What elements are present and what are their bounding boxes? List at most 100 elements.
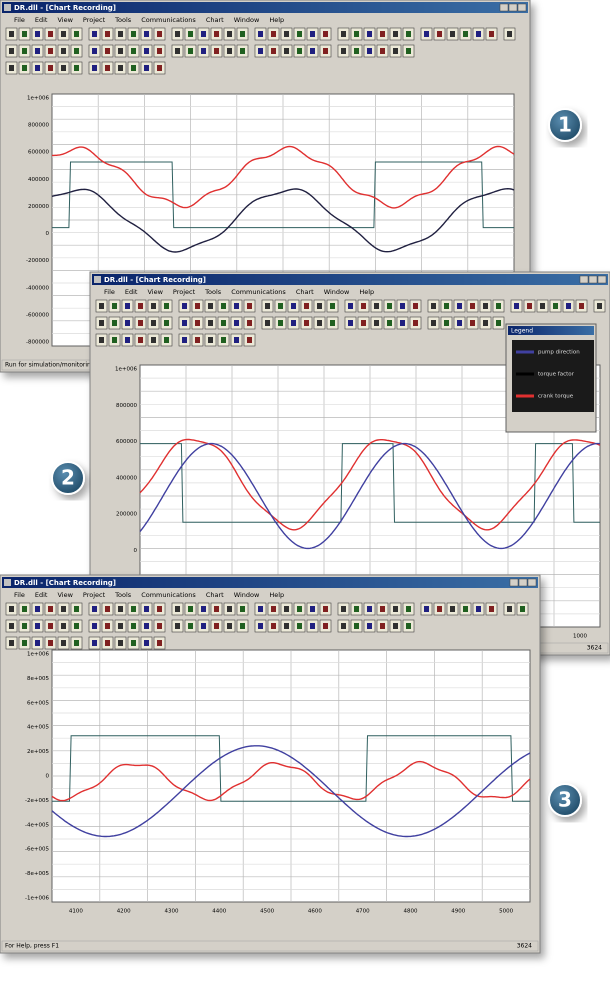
window-control[interactable] <box>519 579 527 586</box>
toolbar-icon <box>201 48 206 54</box>
toolbar-icon <box>284 606 289 612</box>
toolbar-icon <box>9 48 14 54</box>
toolbar-icon <box>393 48 398 54</box>
toolbar-icon <box>74 606 79 612</box>
menu-item[interactable]: Help <box>269 16 284 24</box>
toolbar-icon <box>496 320 501 326</box>
toolbar-icon <box>330 303 335 309</box>
toolbar-icon <box>367 31 372 37</box>
window-title: DR.dll - [Chart Recording] <box>14 4 116 12</box>
menu-item[interactable]: Help <box>269 591 284 599</box>
menu-item[interactable]: Edit <box>35 591 48 599</box>
toolbar-icon <box>131 606 136 612</box>
window-control[interactable] <box>500 4 508 11</box>
toolbar-icon <box>125 320 130 326</box>
menu-item[interactable]: Help <box>359 288 374 296</box>
legend-label: pump direction <box>538 350 580 356</box>
toolbar-icon <box>489 31 494 37</box>
window-control[interactable] <box>510 579 518 586</box>
menu-item[interactable]: Project <box>83 16 106 24</box>
toolbar-icon <box>188 48 193 54</box>
y-tick-label: 800000 <box>28 123 49 129</box>
menu-item[interactable]: View <box>57 16 73 24</box>
toolbar-icon <box>323 623 328 629</box>
toolbar-icon <box>258 48 263 54</box>
y-tick-label: 1e+006 <box>115 367 137 373</box>
window-control[interactable] <box>598 276 606 283</box>
window-control[interactable] <box>509 4 517 11</box>
toolbar-icon <box>201 31 206 37</box>
status-text: Run for simulation/monitoring <box>5 362 95 369</box>
toolbar-icon <box>118 623 123 629</box>
menu-item[interactable]: Project <box>173 288 196 296</box>
toolbar-icon <box>9 65 14 71</box>
menu-item[interactable]: Chart <box>206 591 224 599</box>
menu-item[interactable]: Tools <box>204 288 222 296</box>
menu-item[interactable]: Tools <box>114 591 132 599</box>
toolbar-icon <box>157 65 162 71</box>
toolbar-icon <box>227 48 232 54</box>
y-tick-label: -1e+006 <box>25 896 49 902</box>
y-tick-label: 400000 <box>116 475 137 481</box>
menu-item[interactable]: Window <box>234 591 260 599</box>
toolbar-icon <box>175 31 180 37</box>
toolbar-icon <box>247 337 252 343</box>
menu-item[interactable]: Chart <box>296 288 314 296</box>
toolbar-icon <box>367 623 372 629</box>
toolbar-icon <box>118 640 123 646</box>
toolbar-icon <box>476 606 481 612</box>
toolbar-icon <box>271 48 276 54</box>
window-control[interactable] <box>518 4 526 11</box>
toolbar-icon <box>105 623 110 629</box>
toolbar-icon <box>175 48 180 54</box>
toolbar-icon <box>380 606 385 612</box>
toolbar-icon <box>247 303 252 309</box>
toolbar-icon <box>9 31 14 37</box>
window-control[interactable] <box>528 579 536 586</box>
y-tick-label: 600000 <box>28 150 49 156</box>
menu-item[interactable]: File <box>104 288 115 296</box>
menu-item[interactable]: Chart <box>206 16 224 24</box>
menu-item[interactable]: View <box>147 288 163 296</box>
window-title: DR.dll - [Chart Recording] <box>104 276 206 284</box>
toolbar-icon <box>105 640 110 646</box>
menu-item[interactable]: Window <box>234 16 260 24</box>
toolbar-icon <box>258 623 263 629</box>
menu-item[interactable]: Project <box>83 591 106 599</box>
menu-item[interactable]: Window <box>324 288 350 296</box>
toolbar-icon <box>387 303 392 309</box>
toolbar-icon <box>151 337 156 343</box>
toolbar-icon <box>341 606 346 612</box>
menu-item[interactable]: View <box>57 591 73 599</box>
window-control[interactable] <box>580 276 588 283</box>
y-tick-label: -6e+005 <box>25 847 49 853</box>
toolbar-icon <box>367 48 372 54</box>
menu-item[interactable]: Edit <box>125 288 138 296</box>
toolbar-icon <box>579 303 584 309</box>
x-tick-label: 5000 <box>499 909 513 915</box>
toolbar-icon <box>131 640 136 646</box>
toolbar-icon <box>144 623 149 629</box>
menu-item[interactable]: Communications <box>141 591 196 599</box>
x-tick-label: 1000 <box>573 634 587 640</box>
toolbar-icon <box>92 623 97 629</box>
toolbar-icon <box>361 303 366 309</box>
y-tick-label: 200000 <box>116 512 137 518</box>
menu-item[interactable]: Tools <box>114 16 132 24</box>
y-tick-label: 8e+005 <box>27 676 49 682</box>
legend-label: crank torque <box>538 394 574 400</box>
toolbar-icon <box>310 31 315 37</box>
menu-item[interactable]: File <box>14 16 25 24</box>
toolbar-icon <box>310 48 315 54</box>
menu-item[interactable]: File <box>14 591 25 599</box>
menu-item[interactable]: Communications <box>141 16 196 24</box>
toolbar-icon <box>35 606 40 612</box>
toolbar-icon <box>164 303 169 309</box>
window-control[interactable] <box>589 276 597 283</box>
menu-item[interactable]: Edit <box>35 16 48 24</box>
toolbar-icon <box>22 606 27 612</box>
menu-item[interactable]: Communications <box>231 288 286 296</box>
legend-label: torque factor <box>538 372 575 378</box>
toolbar-icon <box>271 31 276 37</box>
x-tick-label: 4100 <box>69 909 83 915</box>
